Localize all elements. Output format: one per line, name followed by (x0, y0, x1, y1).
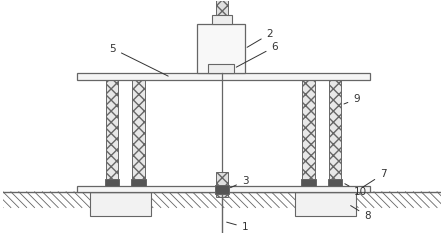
Bar (215, 185, 229, 194)
Bar (301, 179, 316, 186)
Text: 10: 10 (345, 184, 367, 197)
Text: 7: 7 (362, 169, 386, 187)
Bar (329, 80, 341, 179)
Text: 2: 2 (247, 29, 273, 47)
Bar (328, 179, 342, 186)
Text: 6: 6 (236, 42, 278, 67)
Bar (106, 80, 119, 179)
Text: 3: 3 (230, 176, 248, 188)
Text: 8: 8 (351, 206, 371, 221)
Bar (216, 0, 228, 15)
Bar (302, 80, 315, 179)
Bar (216, 172, 228, 197)
Bar (208, 63, 234, 73)
Bar (77, 73, 370, 80)
Bar (212, 15, 232, 24)
Bar (90, 192, 151, 216)
Bar (105, 179, 119, 186)
Text: 5: 5 (110, 44, 168, 76)
Text: 9: 9 (344, 94, 360, 104)
Text: 4: 4 (0, 234, 1, 235)
Bar (77, 186, 370, 192)
Bar (295, 192, 356, 216)
Bar (131, 179, 146, 186)
Bar (132, 80, 145, 179)
Text: 1: 1 (226, 222, 248, 232)
Bar (197, 24, 245, 73)
